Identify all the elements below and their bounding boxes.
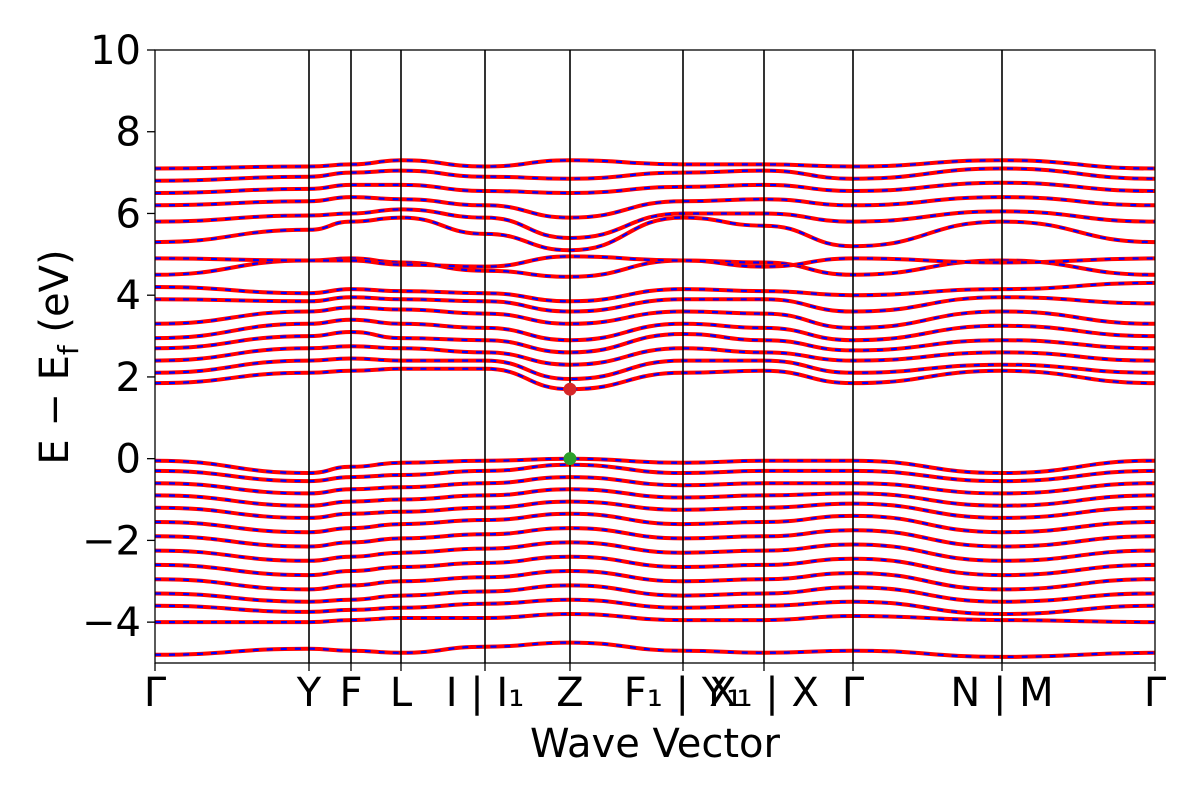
valence-band-13-spin-down <box>155 612 1155 624</box>
cbm-marker <box>563 382 577 396</box>
conduction-band-9-spin-down <box>155 257 1155 278</box>
y-axis-label-subscript: f <box>52 344 85 355</box>
conduction-band-13-spin-down <box>155 195 1155 219</box>
conduction-band-10-spin-up <box>155 254 1155 269</box>
conduction-band-7-spin-down <box>155 296 1155 313</box>
y-tick-label: 2 <box>116 355 141 401</box>
y-axis-label-main: E − E <box>32 355 78 465</box>
conduction-band-12-spin-down <box>155 208 1155 240</box>
x-tick-label: I | I₁ <box>446 670 525 716</box>
y-tick-label: 10 <box>90 28 141 74</box>
x-axis-label: Wave Vector <box>530 721 781 767</box>
valence-band-4-spin-down <box>155 488 1155 507</box>
conduction-band-4-spin-up <box>155 330 1155 355</box>
valence-band-3-spin-down <box>155 475 1155 495</box>
conduction-band-1-spin-down <box>155 367 1155 391</box>
band-edge-markers <box>563 382 577 466</box>
y-axis-label: E − Ef (eV) <box>32 249 85 464</box>
y-tick-label: 8 <box>116 110 141 156</box>
conduction-band-14-spin-up <box>155 180 1155 195</box>
conduction-band-15-spin-down <box>155 167 1155 182</box>
valence-band-11-spin-down <box>155 584 1155 603</box>
bands-layer <box>155 158 1155 659</box>
conduction-band-3-spin-down <box>155 345 1155 366</box>
x-tick-label: X₁ | X <box>709 670 819 716</box>
conduction-band-8-spin-down <box>155 281 1155 303</box>
conduction-band-6-spin-down <box>155 306 1155 330</box>
conduction-band-10-spin-down <box>155 255 1155 268</box>
y-tick-label: −4 <box>82 600 141 646</box>
x-tick-label: L <box>390 670 413 716</box>
valence-band-2-spin-down <box>155 463 1155 483</box>
plot-frame <box>154 49 1156 664</box>
conduction-band-12-spin-up <box>155 207 1155 240</box>
y-axis: 10 8 6 4 2 0 −2 −4 <box>82 28 155 646</box>
conduction-band-15-spin-up <box>155 166 1155 183</box>
conduction-band-7-spin-up <box>155 295 1155 314</box>
x-tick-label: Γ <box>842 670 865 716</box>
valence-band-10-spin-down <box>155 569 1155 591</box>
vbm-marker <box>563 452 577 466</box>
valence-band-14-spin-down <box>155 641 1155 659</box>
x-tick-label: Y <box>296 670 322 716</box>
high-symmetry-lines <box>308 50 1003 663</box>
y-tick-label: 0 <box>116 437 141 483</box>
x-tick-label: Z <box>556 670 583 716</box>
valence-band-12-spin-down <box>155 598 1155 616</box>
conduction-band-16-spin-down <box>155 159 1155 170</box>
x-tick-label: Γ <box>144 670 167 716</box>
valence-band-9-spin-down <box>155 555 1155 577</box>
conduction-band-5-spin-down <box>155 318 1155 342</box>
valence-band-6-spin-down <box>155 512 1155 534</box>
y-tick-label: 6 <box>116 191 141 237</box>
valence-band-8-spin-down <box>155 541 1155 562</box>
valence-band-14-spin-up <box>155 640 1155 659</box>
x-tick-label: Γ <box>1144 670 1167 716</box>
conduction-band-14-spin-down <box>155 181 1155 195</box>
x-tick-label: F <box>339 670 362 716</box>
valence-band-5-spin-down <box>155 500 1155 520</box>
conduction-band-11-spin-down <box>155 216 1155 252</box>
y-axis-label-unit: (eV) <box>32 249 78 345</box>
conduction-band-2-spin-down <box>155 357 1155 381</box>
y-tick-label: 4 <box>116 273 141 319</box>
x-tick-label: N | M <box>950 670 1053 716</box>
y-tick-label: −2 <box>82 518 141 564</box>
valence-band-1-spin-down <box>155 457 1155 475</box>
x-tick-label: F₁ | Y₁ <box>624 670 742 716</box>
valence-band-7-spin-down <box>155 526 1155 548</box>
